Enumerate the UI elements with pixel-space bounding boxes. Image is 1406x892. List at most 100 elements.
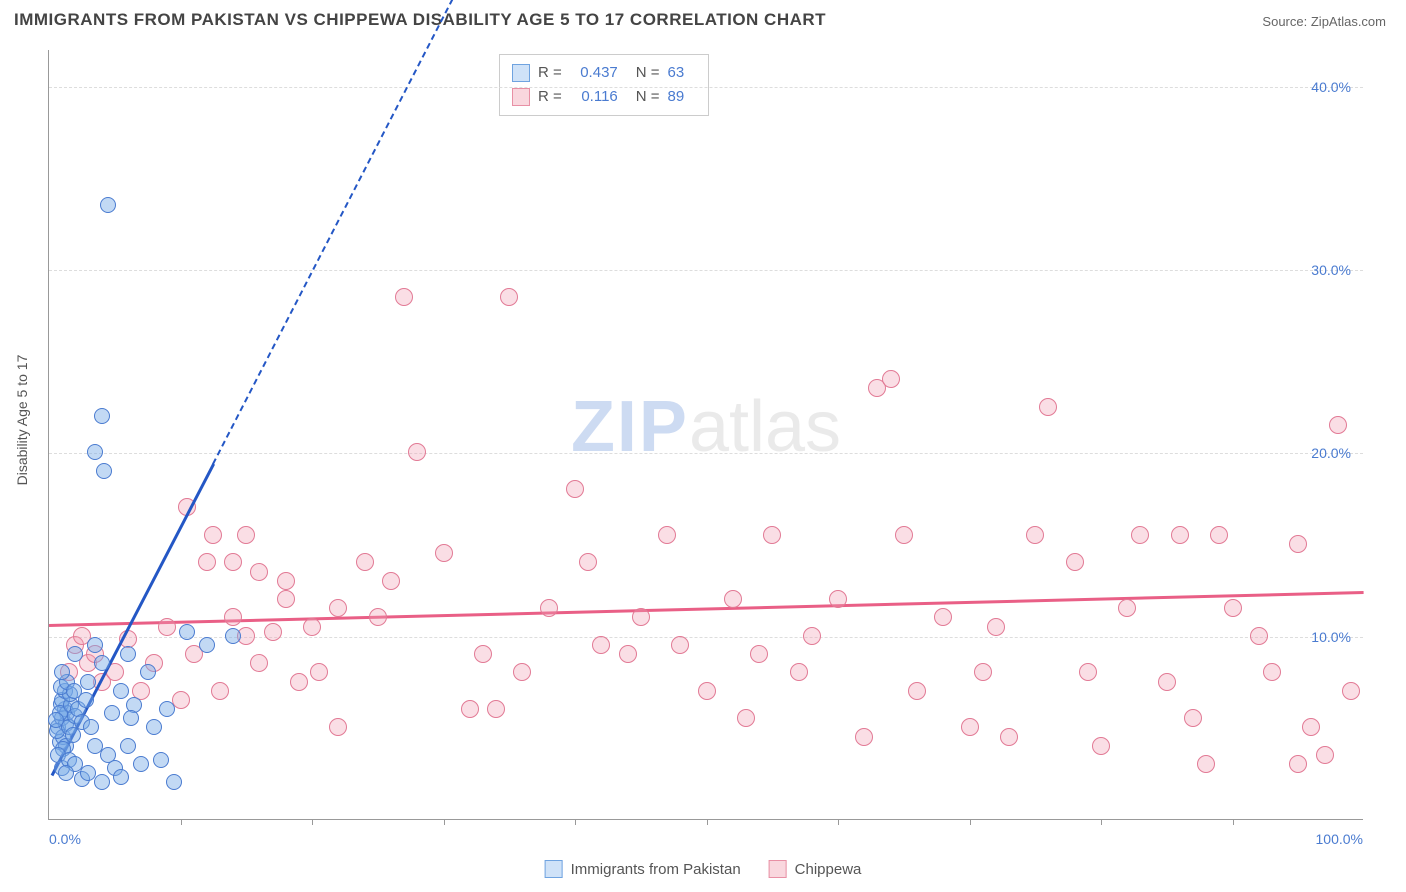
data-point [1289, 755, 1307, 773]
data-point [1263, 663, 1281, 681]
source-label: Source: [1262, 14, 1307, 29]
data-point [179, 624, 195, 640]
data-point [94, 408, 110, 424]
data-point [500, 288, 518, 306]
chart-title: IMMIGRANTS FROM PAKISTAN VS CHIPPEWA DIS… [14, 10, 826, 30]
x-tick-label: 0.0% [49, 831, 81, 847]
trend-line [49, 591, 1364, 627]
x-tick [1101, 819, 1102, 825]
data-point [290, 673, 308, 691]
data-point [80, 674, 96, 690]
data-point [78, 692, 94, 708]
data-point [87, 444, 103, 460]
data-point [67, 646, 83, 662]
data-point [54, 664, 70, 680]
data-point [303, 618, 321, 636]
data-point [435, 544, 453, 562]
data-point [83, 719, 99, 735]
x-tick [575, 819, 576, 825]
legend-item: Immigrants from Pakistan [545, 860, 741, 878]
data-point [632, 608, 650, 626]
data-point [1131, 526, 1149, 544]
legend-swatch [545, 860, 563, 878]
data-point [566, 480, 584, 498]
legend-label: Chippewa [795, 861, 862, 878]
data-point [619, 645, 637, 663]
data-point [204, 526, 222, 544]
y-tick-label: 10.0% [1311, 629, 1351, 645]
data-point [329, 718, 347, 736]
stats-r-label: R = [538, 61, 562, 85]
data-point [1171, 526, 1189, 544]
data-point [1184, 709, 1202, 727]
x-tick [444, 819, 445, 825]
data-point [198, 553, 216, 571]
data-point [166, 774, 182, 790]
data-point [356, 553, 374, 571]
data-point [1210, 526, 1228, 544]
data-point [250, 563, 268, 581]
data-point [224, 553, 242, 571]
data-point [1289, 535, 1307, 553]
data-point [382, 572, 400, 590]
data-point [658, 526, 676, 544]
data-point [908, 682, 926, 700]
data-point [1342, 682, 1360, 700]
data-point [1224, 599, 1242, 617]
x-tick [970, 819, 971, 825]
data-point [1250, 627, 1268, 645]
data-point [934, 608, 952, 626]
data-point [159, 701, 175, 717]
data-point [277, 590, 295, 608]
data-point [104, 705, 120, 721]
data-point [146, 719, 162, 735]
x-tick [181, 819, 182, 825]
data-point [987, 618, 1005, 636]
source-site: ZipAtlas.com [1311, 14, 1386, 29]
data-point [961, 718, 979, 736]
stats-r-value: 0.116 [570, 85, 618, 109]
gridline [49, 453, 1363, 454]
data-point [803, 627, 821, 645]
data-point [1158, 673, 1176, 691]
data-point [94, 655, 110, 671]
data-point [513, 663, 531, 681]
data-point [120, 738, 136, 754]
stats-n-value: 63 [668, 61, 696, 85]
data-point [855, 728, 873, 746]
stats-n-value: 89 [668, 85, 696, 109]
legend: Immigrants from Pakistan Chippewa [545, 860, 862, 878]
x-tick [838, 819, 839, 825]
data-point [579, 553, 597, 571]
data-point [461, 700, 479, 718]
data-point [1316, 746, 1334, 764]
data-point [974, 663, 992, 681]
data-point [225, 628, 241, 644]
data-point [1197, 755, 1215, 773]
data-point [310, 663, 328, 681]
data-point [329, 599, 347, 617]
data-point [96, 463, 112, 479]
legend-swatch [769, 860, 787, 878]
x-tick [707, 819, 708, 825]
data-point [724, 590, 742, 608]
scatter-chart: ZIPatlas R =0.437N =63R =0.116N =89 10.0… [48, 50, 1363, 820]
data-point [882, 370, 900, 388]
data-point [592, 636, 610, 654]
data-point [113, 683, 129, 699]
data-point [211, 682, 229, 700]
data-point [829, 590, 847, 608]
stats-row: R =0.437N =63 [512, 61, 696, 85]
data-point [408, 443, 426, 461]
data-point [120, 646, 136, 662]
data-point [58, 765, 74, 781]
data-point [48, 712, 64, 728]
stats-r-label: R = [538, 85, 562, 109]
x-tick [312, 819, 313, 825]
data-point [540, 599, 558, 617]
y-tick-label: 40.0% [1311, 79, 1351, 95]
data-point [123, 710, 139, 726]
data-point [277, 572, 295, 590]
data-point [133, 756, 149, 772]
data-point [737, 709, 755, 727]
